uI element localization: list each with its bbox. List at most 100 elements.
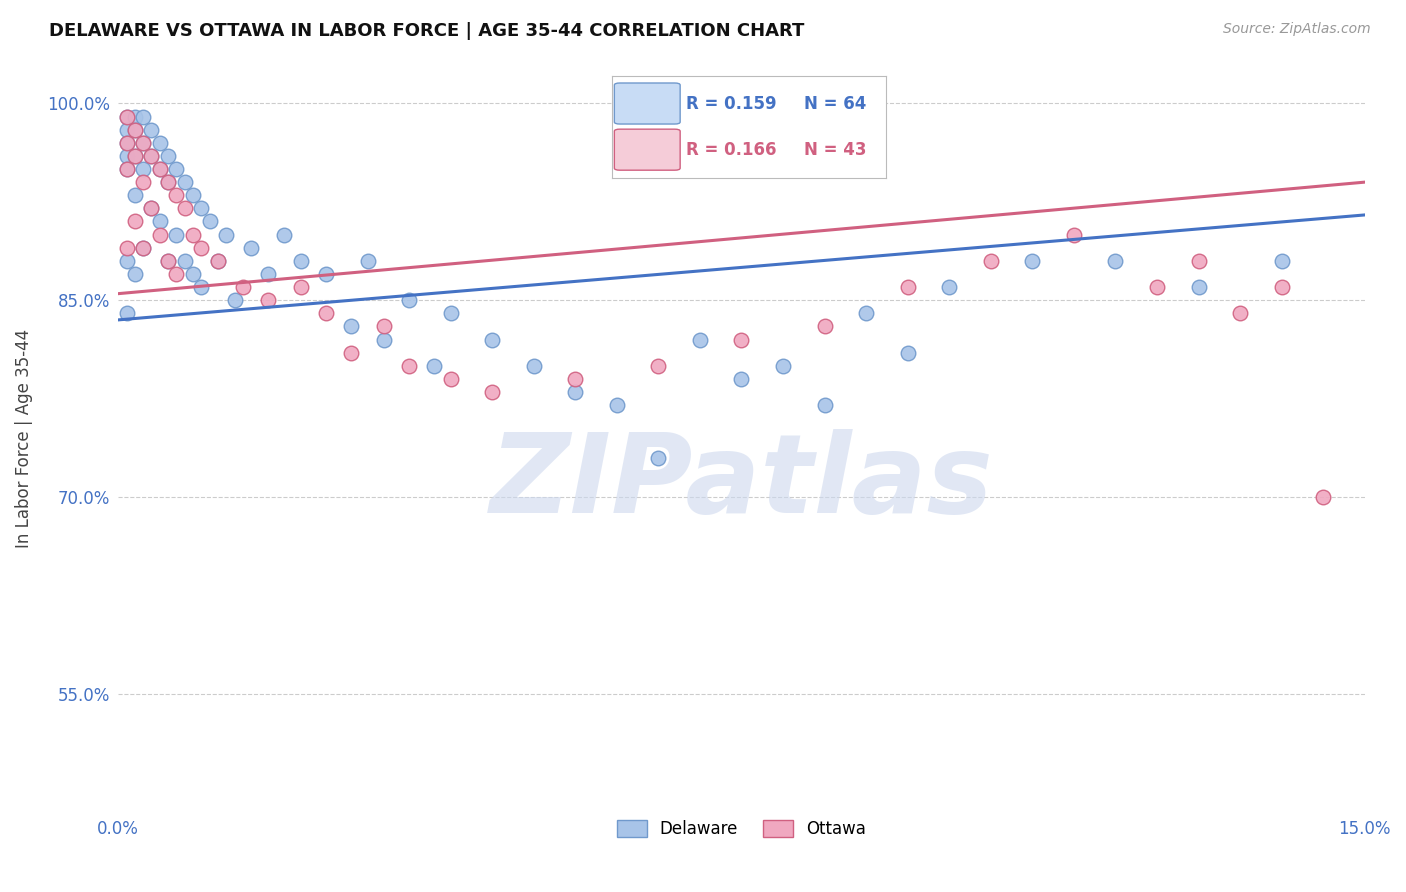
Point bbox=[157, 253, 180, 268]
Point bbox=[157, 175, 180, 189]
Point bbox=[373, 333, 395, 347]
Point bbox=[149, 214, 172, 228]
Point bbox=[1312, 490, 1334, 504]
Point bbox=[207, 253, 229, 268]
Point bbox=[149, 227, 172, 242]
Point bbox=[124, 149, 146, 163]
Point bbox=[215, 227, 238, 242]
Point bbox=[115, 306, 138, 320]
Point bbox=[173, 202, 195, 216]
Point bbox=[149, 161, 172, 176]
Point bbox=[124, 267, 146, 281]
Point bbox=[440, 306, 463, 320]
Point bbox=[173, 175, 195, 189]
Point bbox=[115, 161, 138, 176]
Point bbox=[165, 267, 187, 281]
Point bbox=[165, 188, 187, 202]
Text: N = 64: N = 64 bbox=[804, 95, 866, 112]
Point bbox=[132, 110, 155, 124]
Point bbox=[373, 319, 395, 334]
Point bbox=[256, 293, 278, 308]
Point bbox=[157, 253, 180, 268]
Point bbox=[356, 253, 378, 268]
Point bbox=[190, 241, 212, 255]
Point bbox=[1187, 280, 1209, 294]
Point bbox=[141, 122, 163, 136]
Point bbox=[115, 149, 138, 163]
Point bbox=[115, 110, 138, 124]
Text: N = 43: N = 43 bbox=[804, 141, 866, 159]
Point bbox=[564, 385, 586, 400]
Point bbox=[190, 280, 212, 294]
Point bbox=[124, 214, 146, 228]
Point bbox=[141, 202, 163, 216]
Point bbox=[689, 333, 711, 347]
Point bbox=[132, 136, 155, 150]
FancyBboxPatch shape bbox=[614, 129, 681, 170]
Point bbox=[173, 253, 195, 268]
Point bbox=[115, 253, 138, 268]
Point bbox=[165, 227, 187, 242]
Point bbox=[149, 161, 172, 176]
Point bbox=[290, 253, 312, 268]
Point bbox=[1146, 280, 1168, 294]
Point bbox=[730, 372, 752, 386]
Text: R = 0.159: R = 0.159 bbox=[686, 95, 776, 112]
Point bbox=[340, 319, 363, 334]
Text: DELAWARE VS OTTAWA IN LABOR FORCE | AGE 35-44 CORRELATION CHART: DELAWARE VS OTTAWA IN LABOR FORCE | AGE … bbox=[49, 22, 804, 40]
Point bbox=[1271, 280, 1294, 294]
Point bbox=[340, 345, 363, 359]
Point bbox=[315, 306, 337, 320]
Point bbox=[165, 161, 187, 176]
Point bbox=[115, 136, 138, 150]
Point bbox=[315, 267, 337, 281]
Point bbox=[115, 161, 138, 176]
Point bbox=[190, 202, 212, 216]
Point bbox=[440, 372, 463, 386]
Point bbox=[132, 241, 155, 255]
Point bbox=[181, 267, 204, 281]
Legend: Delaware, Ottawa: Delaware, Ottawa bbox=[610, 814, 873, 845]
Point bbox=[141, 149, 163, 163]
Point bbox=[224, 293, 246, 308]
Point bbox=[157, 149, 180, 163]
Point bbox=[124, 122, 146, 136]
Point bbox=[398, 359, 420, 373]
Point bbox=[523, 359, 546, 373]
Point bbox=[132, 241, 155, 255]
Point bbox=[115, 241, 138, 255]
Point bbox=[181, 188, 204, 202]
Point bbox=[481, 385, 503, 400]
Point bbox=[564, 372, 586, 386]
Point bbox=[481, 333, 503, 347]
Point bbox=[423, 359, 446, 373]
Point bbox=[115, 136, 138, 150]
Point bbox=[132, 136, 155, 150]
Point bbox=[647, 450, 669, 465]
Point bbox=[198, 214, 221, 228]
Point bbox=[980, 253, 1002, 268]
Point bbox=[124, 149, 146, 163]
Point bbox=[938, 280, 960, 294]
Point bbox=[256, 267, 278, 281]
Point bbox=[232, 280, 254, 294]
Point bbox=[813, 319, 835, 334]
Point bbox=[855, 306, 877, 320]
Point bbox=[273, 227, 295, 242]
Point bbox=[124, 122, 146, 136]
Text: ZIPatlas: ZIPatlas bbox=[489, 429, 994, 536]
Point bbox=[207, 253, 229, 268]
Point bbox=[240, 241, 263, 255]
Point bbox=[141, 202, 163, 216]
Point bbox=[1229, 306, 1251, 320]
Point bbox=[181, 227, 204, 242]
Point bbox=[132, 161, 155, 176]
Point bbox=[606, 398, 628, 412]
Point bbox=[1271, 253, 1294, 268]
Text: R = 0.166: R = 0.166 bbox=[686, 141, 776, 159]
Point bbox=[132, 175, 155, 189]
Point bbox=[1063, 227, 1085, 242]
Y-axis label: In Labor Force | Age 35-44: In Labor Force | Age 35-44 bbox=[15, 328, 32, 548]
Point bbox=[897, 280, 920, 294]
Point bbox=[149, 136, 172, 150]
